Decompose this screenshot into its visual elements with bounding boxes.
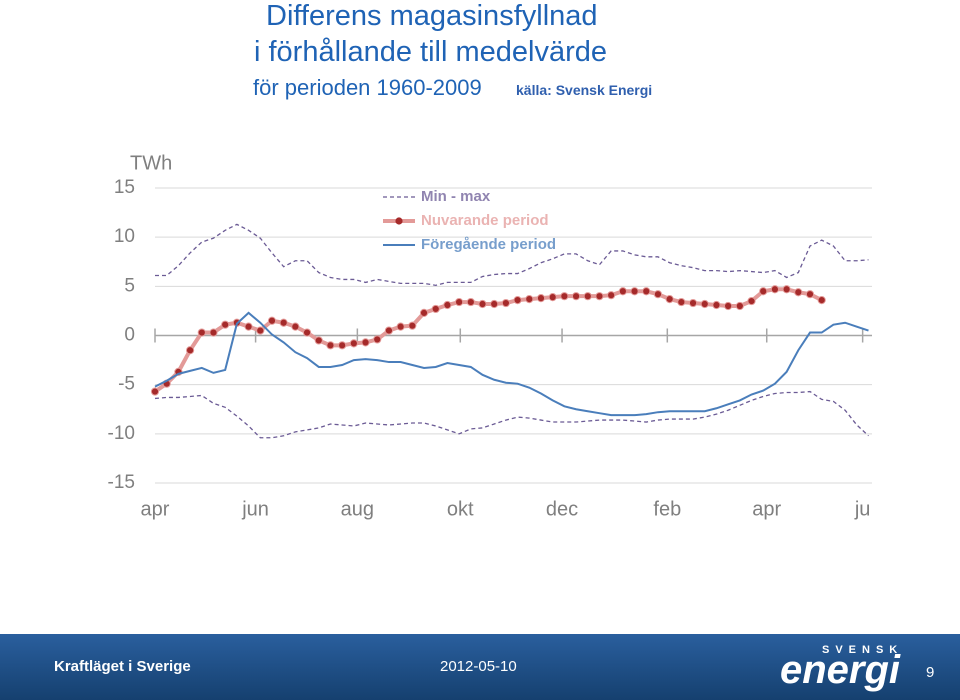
y-tick-label: -5: [118, 374, 135, 395]
data-point: [618, 287, 627, 296]
y-tick-label: -15: [108, 472, 135, 493]
x-tick-label: dec: [546, 498, 578, 520]
data-point: [431, 304, 440, 314]
title: i förhållande till medelvärde: [254, 36, 608, 68]
footer: Kraftläget i Sverige 2012-05-10 SVENSK e…: [0, 634, 960, 700]
data-point: [490, 299, 499, 309]
data-point: [408, 321, 417, 330]
data-point: [536, 294, 546, 303]
data-point: [443, 300, 452, 310]
data-point: [525, 295, 534, 304]
data-point: [279, 318, 288, 327]
legend-label: Föregående period: [421, 236, 556, 253]
data-point: [419, 308, 429, 317]
data-point: [478, 299, 487, 309]
data-point: [653, 290, 663, 299]
series-line: [154, 390, 869, 439]
y-axis-label: TWh: [130, 152, 172, 174]
data-point: [396, 322, 405, 331]
series-line: [155, 223, 869, 287]
data-point: [384, 326, 394, 335]
footer-date: 2012-05-10: [440, 658, 517, 675]
x-tick-label: jun: [241, 498, 269, 520]
data-point: [770, 285, 780, 294]
data-point: [302, 328, 312, 337]
data-point: [688, 298, 698, 308]
data-point: [326, 341, 335, 350]
x-tick-label: aug: [341, 498, 374, 520]
page-number: 9: [926, 664, 935, 681]
data-point: [209, 328, 218, 337]
data-point: [466, 297, 475, 307]
data-point: [571, 292, 581, 301]
subtitle: för perioden 1960-2009: [253, 75, 482, 100]
series-line: [154, 311, 869, 417]
data-point: [735, 301, 744, 311]
y-tick-label: 10: [114, 226, 135, 247]
data-point: [150, 387, 160, 396]
data-point: [583, 292, 592, 301]
x-tick-label: apr: [141, 498, 170, 520]
data-point: [782, 285, 791, 294]
y-tick-label: 0: [124, 325, 135, 346]
data-point: [256, 326, 265, 335]
data-point: [665, 295, 674, 304]
x-tick-label: feb: [653, 498, 681, 520]
x-tick-label: ju: [854, 498, 871, 520]
y-tick-label: 5: [124, 275, 135, 296]
data-point: [548, 293, 557, 302]
data-point: [805, 290, 815, 299]
logo-top: SVENSK: [822, 644, 904, 656]
data-point: [501, 298, 510, 308]
legend-label: Min - max: [421, 188, 491, 205]
logo: energi: [780, 648, 901, 692]
data-point: [794, 288, 803, 297]
data-point: [221, 320, 230, 329]
y-tick-label: 15: [114, 177, 135, 198]
data-point: [185, 346, 195, 355]
data-point: [724, 301, 733, 311]
data-point: [677, 297, 686, 307]
data-point: [759, 287, 768, 296]
data-point: [197, 328, 206, 337]
data-point: [712, 300, 721, 310]
data-point: [349, 339, 358, 348]
data-point: [373, 335, 382, 344]
data-point: [361, 338, 370, 347]
data-point: [700, 299, 709, 309]
data-point: [455, 297, 464, 307]
data-point: [338, 341, 347, 350]
data-point: [630, 287, 639, 296]
chart: TWh 15 10 5 0 -5 -10 -15 apr jun aug okt dec feb apr ju…: [108, 152, 872, 520]
data-point: [747, 296, 756, 306]
data-point: [595, 292, 604, 301]
x-tick-label: apr: [752, 498, 781, 520]
data-point: [314, 336, 323, 345]
title: Differens magasinsfyllnad: [266, 0, 598, 32]
series-line: [153, 287, 823, 394]
data-point: [267, 316, 277, 325]
source: källa: Svensk Energi: [516, 82, 653, 98]
data-point: [607, 291, 616, 300]
legend-marker: [395, 217, 403, 225]
data-point: [244, 322, 253, 331]
y-tick-label: -10: [108, 423, 135, 444]
data-point: [560, 292, 569, 301]
footer-label: Kraftläget i Sverige: [54, 658, 191, 675]
data-point: [513, 296, 522, 305]
data-point: [291, 322, 300, 331]
data-point: [817, 296, 826, 305]
x-tick-label: okt: [447, 498, 474, 520]
data-point: [642, 287, 651, 296]
legend-label: Nuvarande period: [421, 212, 549, 229]
